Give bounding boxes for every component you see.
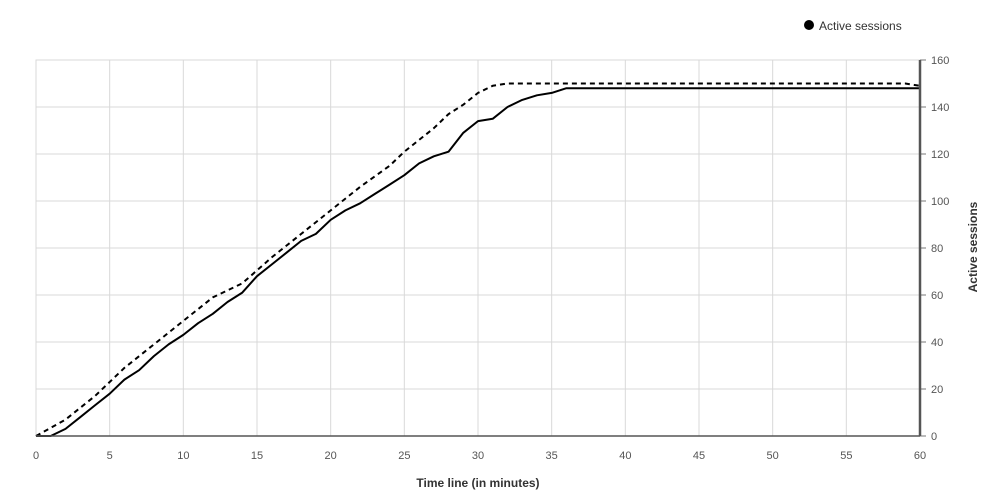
y-tick-label: 60 <box>931 290 943 302</box>
y-tick-label: 160 <box>931 55 949 67</box>
x-tick-label: 60 <box>914 450 926 462</box>
x-tick-label: 25 <box>398 450 410 462</box>
y-tick-label: 20 <box>931 384 943 396</box>
legend-marker-icon <box>804 20 814 30</box>
y-tick-label: 120 <box>931 149 949 161</box>
x-tick-label: 45 <box>693 450 705 462</box>
y-tick-label: 40 <box>931 337 943 349</box>
x-tick-label: 55 <box>840 450 852 462</box>
y-tick-label: 140 <box>931 102 949 114</box>
x-tick-label: 10 <box>177 450 189 462</box>
y-tick-label: 100 <box>931 196 949 208</box>
x-tick-label: 5 <box>107 450 113 462</box>
series-layer <box>35 82 921 437</box>
x-tick-label: 0 <box>33 450 39 462</box>
y-tick-label: 80 <box>931 243 943 255</box>
dashed-series-line <box>35 82 921 437</box>
x-axis-title: Time line (in minutes) <box>416 476 539 490</box>
x-tick-label: 35 <box>546 450 558 462</box>
y-tick-label: 0 <box>931 431 937 443</box>
y-tick-labels: 0 20 40 60 80 100 120 140 160 <box>931 55 949 443</box>
x-tick-label: 15 <box>251 450 263 462</box>
x-tick-label: 20 <box>325 450 337 462</box>
legend-label: Active sessions <box>819 19 902 33</box>
x-tick-labels: 0 5 10 15 20 25 30 35 40 45 50 55 60 <box>33 450 926 462</box>
x-tick-label: 30 <box>472 450 484 462</box>
y-axis-title: Active sessions <box>966 201 980 292</box>
legend[interactable]: Active sessions <box>804 19 902 33</box>
x-tick-label: 50 <box>767 450 779 462</box>
solid-series-line <box>36 87 920 437</box>
grid <box>35 59 921 437</box>
axes <box>36 59 926 437</box>
x-tick-label: 40 <box>619 450 631 462</box>
